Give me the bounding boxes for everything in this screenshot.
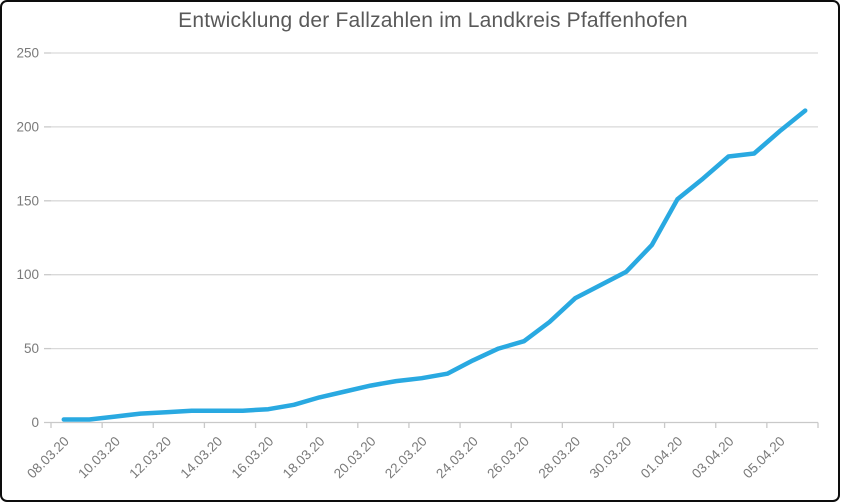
y-axis-label: 50 [24, 341, 39, 356]
x-axis-label: 28.03.20 [535, 434, 583, 482]
x-axis-label: 24.03.20 [433, 434, 481, 482]
x-axis-label: 01.04.20 [638, 434, 686, 482]
x-axis-label: 20.03.20 [331, 434, 379, 482]
y-axis-label: 0 [31, 415, 39, 430]
x-axis-label: 30.03.20 [587, 434, 635, 482]
x-axis-label: 18.03.20 [280, 434, 328, 482]
x-axis-label: 03.04.20 [689, 434, 737, 482]
y-axis-label: 200 [16, 119, 39, 134]
y-axis-label: 150 [16, 193, 39, 208]
x-axis-label: 26.03.20 [484, 434, 532, 482]
x-axis-label: 14.03.20 [178, 434, 226, 482]
x-axis-label: 05.04.20 [740, 434, 788, 482]
x-axis-label: 12.03.20 [126, 434, 174, 482]
x-axis-label: 22.03.20 [382, 434, 430, 482]
y-axis-label: 100 [16, 267, 39, 282]
x-axis-label: 16.03.20 [229, 434, 277, 482]
cases-line-series [61, 108, 808, 422]
x-axis-label: 10.03.20 [75, 434, 123, 482]
x-axis-label: 08.03.20 [24, 434, 72, 482]
y-axis-label: 250 [16, 46, 39, 61]
chart-title: Entwicklung der Fallzahlen im Landkreis … [178, 9, 688, 32]
